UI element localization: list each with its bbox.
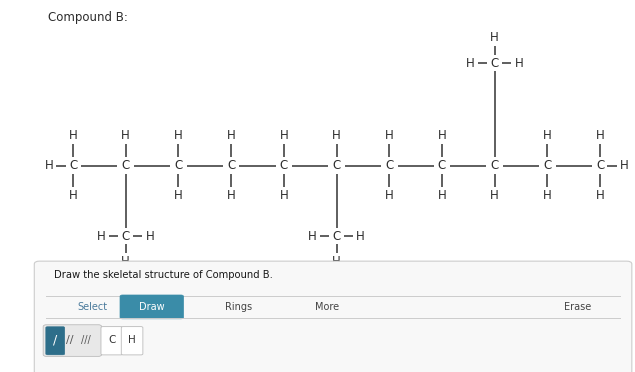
Text: Compound B:: Compound B: [48,11,128,24]
Text: C: C [108,336,116,345]
Text: H: H [490,189,499,202]
Text: C: C [175,159,182,172]
Text: H: H [308,230,317,243]
Text: H: H [279,129,288,142]
Text: H: H [356,230,365,243]
Text: ///: /// [81,336,91,345]
Text: H: H [227,189,236,202]
Text: H: H [332,255,341,268]
Text: Select: Select [77,302,107,312]
Text: C: C [491,159,498,172]
Text: C: C [69,159,77,172]
Text: C: C [122,159,130,172]
Text: H: H [596,129,605,142]
Text: H: H [69,189,77,202]
Text: H: H [596,189,605,202]
Text: H: H [279,189,288,202]
Text: H: H [385,189,394,202]
Text: Erase: Erase [565,302,591,312]
FancyBboxPatch shape [34,261,632,372]
Text: H: H [543,189,552,202]
Text: H: H [620,159,629,172]
FancyBboxPatch shape [101,327,123,355]
Text: H: H [44,159,53,172]
Text: C: C [544,159,551,172]
Text: H: H [385,129,394,142]
Text: H: H [128,336,136,345]
Text: C: C [596,159,604,172]
Text: H: H [466,57,475,70]
Text: C: C [385,159,393,172]
Text: H: H [121,129,130,142]
Text: Draw the skeletal structure of Compound B.: Draw the skeletal structure of Compound … [54,270,273,280]
Text: C: C [438,159,446,172]
Text: H: H [438,189,446,202]
Text: H: H [438,129,446,142]
Text: C: C [491,57,498,70]
FancyBboxPatch shape [46,327,65,355]
Text: //: // [66,336,74,345]
Text: H: H [490,32,499,44]
Text: C: C [122,230,130,243]
Text: H: H [174,129,183,142]
Text: H: H [227,129,236,142]
Text: More: More [315,302,339,312]
Text: H: H [97,230,106,243]
Text: C: C [333,230,340,243]
Text: H: H [174,189,183,202]
FancyBboxPatch shape [121,327,143,355]
Text: Draw: Draw [139,302,164,312]
Text: C: C [333,159,340,172]
Text: Rings: Rings [225,302,251,312]
Text: C: C [280,159,288,172]
Text: H: H [145,230,154,243]
FancyBboxPatch shape [43,325,102,356]
Text: H: H [69,129,77,142]
Text: /: / [53,334,57,347]
Text: H: H [332,129,341,142]
Text: H: H [543,129,552,142]
Text: H: H [514,57,523,70]
FancyBboxPatch shape [120,295,184,319]
Text: C: C [227,159,235,172]
Text: H: H [121,255,130,268]
